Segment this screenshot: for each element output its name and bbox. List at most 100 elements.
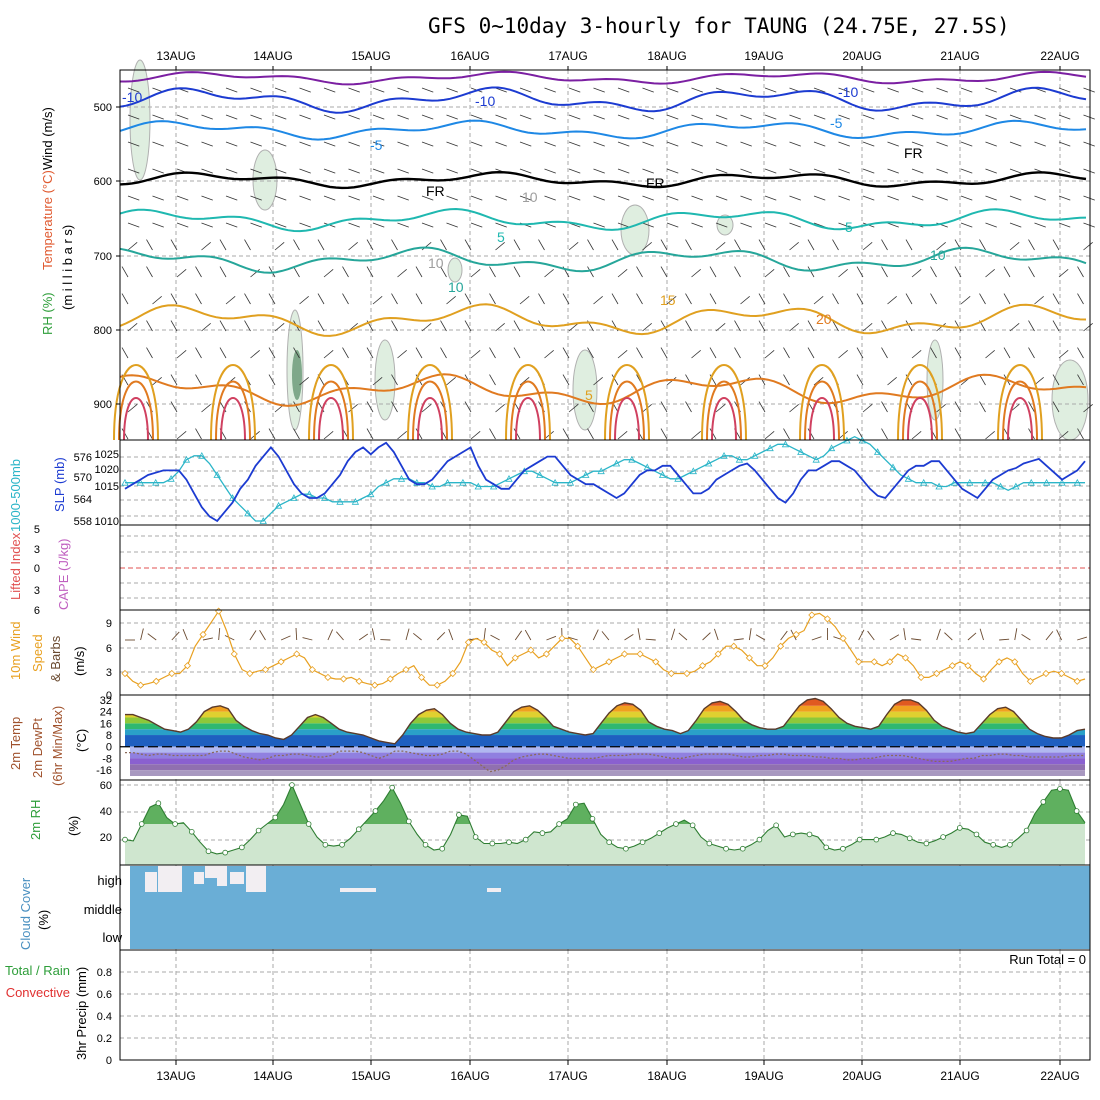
thickness-point (321, 494, 329, 501)
wind-barb (930, 347, 937, 359)
date-label-top: 14AUG (253, 49, 292, 63)
wind-barb (856, 374, 864, 386)
wind-barb (960, 195, 973, 201)
wind-barb (783, 374, 790, 386)
wind-barb (397, 114, 409, 120)
wind-speed-line (124, 609, 1086, 686)
wind-barb (1052, 293, 1060, 305)
wind-barb (544, 114, 556, 120)
wind-barb (323, 268, 334, 278)
contour-surface-heating (1002, 380, 1038, 441)
wind-barb (985, 195, 997, 201)
wind-barb (611, 374, 619, 386)
wind-barb (446, 195, 458, 201)
wind-barb (764, 195, 777, 201)
wind-barb (813, 168, 826, 174)
wind-barb (372, 295, 383, 305)
rh-point (890, 830, 896, 836)
precip-axis-label: 3hr Precip (mm) (74, 967, 89, 1060)
wind-barb (685, 293, 692, 305)
wind-barb (562, 374, 570, 386)
rh-point (940, 834, 946, 840)
wind-barb (244, 320, 251, 332)
contour-surface-heating (604, 364, 650, 441)
wind-barb (807, 239, 815, 251)
wind-barb (348, 195, 360, 201)
rh-point (606, 839, 612, 845)
wind-barb (219, 239, 227, 251)
wind-barb (225, 195, 238, 201)
wind-barb (813, 114, 826, 120)
mb-ylabel: (m i l l i b a r s) (60, 225, 75, 310)
wind-barb (593, 141, 605, 147)
wind-barb (691, 195, 703, 201)
wind-barb (783, 428, 790, 440)
wind-speed-point (870, 658, 878, 666)
wind-barb (366, 347, 374, 359)
wind-barb (446, 87, 458, 93)
wind-barb (513, 239, 521, 251)
surface-wind-barb (280, 635, 291, 641)
temp-tick-label: 32 (100, 695, 112, 707)
wind-barb (152, 222, 164, 228)
wind-speed-point (464, 638, 472, 646)
wind-barb (715, 222, 728, 228)
wind-barb (544, 195, 556, 201)
wind-barb (274, 87, 287, 93)
wind-barb (887, 376, 897, 386)
wind-barb (715, 403, 726, 413)
temp-tick-label: 8 (106, 730, 112, 742)
wind-barb (807, 266, 815, 278)
contour-label: FR (646, 175, 665, 191)
wind-barb (856, 266, 864, 278)
wind-barb (293, 239, 300, 251)
wind-barb (1058, 114, 1071, 120)
surface-wind-barb (249, 630, 257, 641)
surface-wind-barb (1056, 629, 1062, 641)
wind-barb (734, 266, 741, 278)
wind-barb (446, 295, 456, 305)
rh-point (856, 836, 863, 843)
wind-speed-point (683, 669, 691, 678)
wind-barb (176, 195, 189, 201)
rh-point (689, 822, 696, 829)
rh-point (372, 808, 379, 814)
wind-barb (593, 222, 605, 228)
rh-point (172, 821, 178, 827)
date-label-top: 20AUG (842, 49, 881, 63)
wind-barb (348, 222, 360, 228)
cloud-unit: (%) (36, 910, 51, 930)
rh-point (973, 831, 980, 838)
wind-barb (348, 168, 360, 174)
wind-barb (666, 376, 677, 386)
thickness-point (428, 482, 436, 490)
wind-barb (495, 114, 507, 120)
contour-surface-heating (897, 364, 943, 441)
wind-barb (954, 428, 962, 440)
wind-barb (691, 222, 703, 228)
wind-barb (299, 295, 309, 305)
contour-surface-heating (215, 380, 251, 441)
wind-barb (838, 141, 850, 147)
thickness-point (628, 455, 636, 463)
cape-axis-label: CAPE (J/kg) (56, 538, 71, 610)
surface-wind-barb (413, 632, 422, 641)
contour-surface-heating (123, 397, 149, 441)
wind-barb (225, 222, 238, 228)
wind-barb (544, 168, 556, 174)
wind-barb (127, 141, 140, 147)
date-label-bottom: 14AUG (253, 1069, 292, 1083)
contour-surface-heating (313, 380, 349, 441)
thickness-point (873, 448, 882, 455)
wind-barb (813, 141, 826, 147)
wind-barb (1034, 114, 1046, 120)
wind-barb (617, 87, 630, 93)
thickness-point (658, 471, 667, 478)
thickness-point (167, 474, 175, 482)
wind-barb (715, 168, 728, 174)
thickness-point (397, 474, 406, 482)
wind-barb (1077, 374, 1084, 386)
wind-speed-point (995, 658, 1003, 666)
wind-barb (1058, 141, 1071, 147)
contour-label: 10 (930, 247, 946, 263)
